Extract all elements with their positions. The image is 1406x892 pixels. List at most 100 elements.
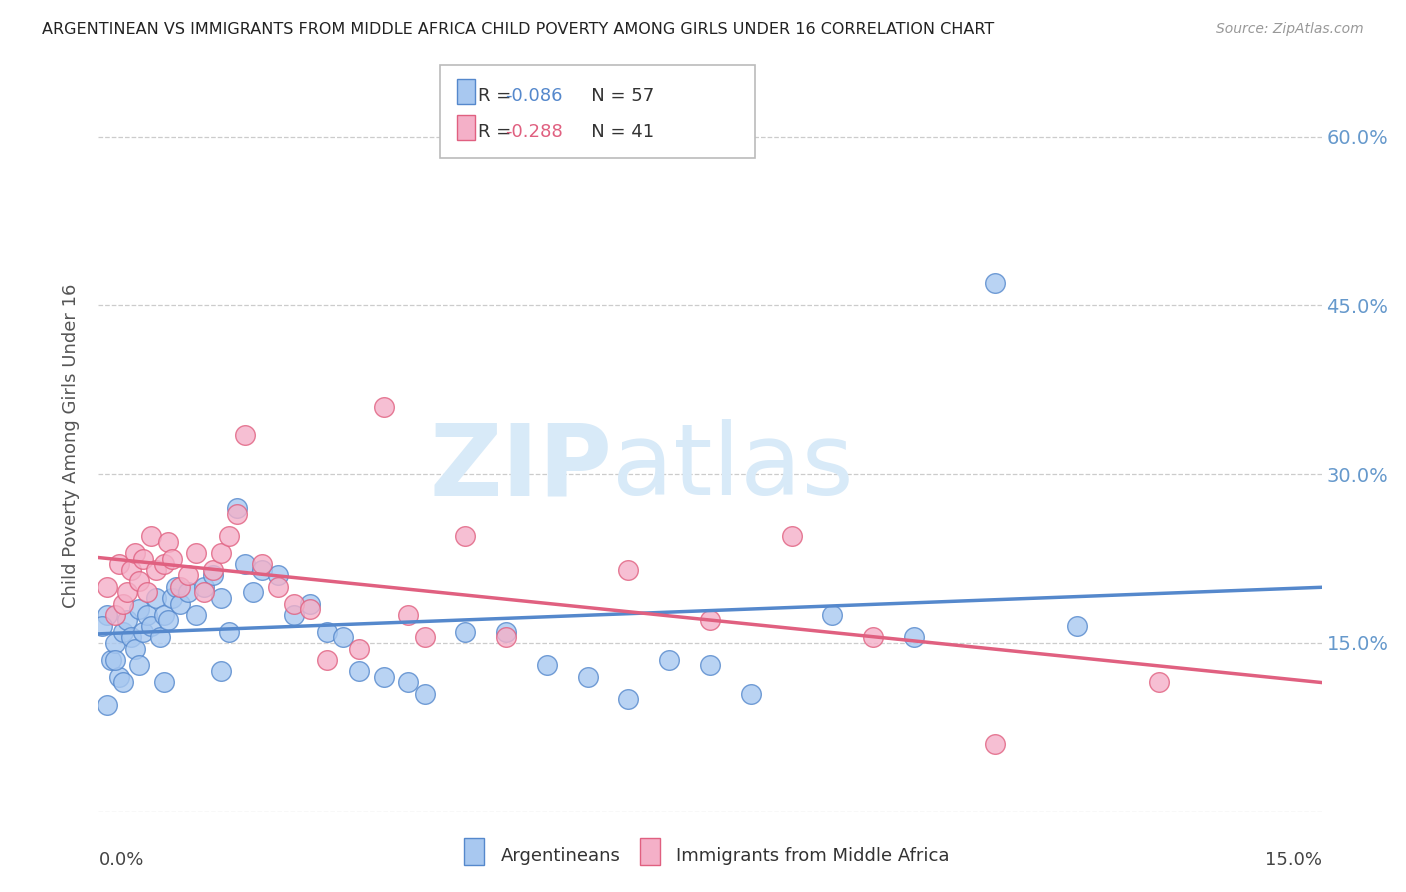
Point xyxy=(128,602,150,616)
Point xyxy=(111,624,134,639)
Point xyxy=(740,687,762,701)
Y-axis label: Child Poverty Among Girls Under 16: Child Poverty Among Girls Under 16 xyxy=(62,284,80,608)
Point xyxy=(152,675,174,690)
Point xyxy=(1147,675,1170,690)
Point xyxy=(169,580,191,594)
Point xyxy=(209,664,232,678)
Point xyxy=(233,557,256,571)
Point xyxy=(617,692,640,706)
Point xyxy=(111,675,134,690)
Point xyxy=(283,607,305,622)
Point xyxy=(91,619,114,633)
Point xyxy=(226,500,249,515)
Point xyxy=(128,574,150,588)
Point xyxy=(495,624,517,639)
Text: 15.0%: 15.0% xyxy=(1264,851,1322,869)
Text: 0.0%: 0.0% xyxy=(98,851,143,869)
Text: R =: R = xyxy=(478,87,517,105)
Point xyxy=(141,529,163,543)
Point xyxy=(124,546,146,560)
Point xyxy=(152,557,174,571)
Point xyxy=(120,563,142,577)
Point xyxy=(299,602,322,616)
Point xyxy=(1066,619,1088,633)
Point xyxy=(349,641,371,656)
Point xyxy=(145,591,167,605)
Point xyxy=(104,653,127,667)
Point xyxy=(115,585,138,599)
Point xyxy=(201,568,224,582)
Point xyxy=(218,624,240,639)
Point xyxy=(283,597,305,611)
Point xyxy=(821,607,844,622)
Point xyxy=(373,670,395,684)
Point xyxy=(186,607,208,622)
Point xyxy=(165,580,187,594)
Point xyxy=(141,619,163,633)
Point xyxy=(699,658,721,673)
Point xyxy=(186,546,208,560)
Point xyxy=(267,568,290,582)
Point xyxy=(111,597,134,611)
Point xyxy=(96,607,118,622)
Point xyxy=(299,597,322,611)
Point xyxy=(250,563,273,577)
Point xyxy=(128,658,150,673)
Point xyxy=(169,597,191,611)
Point xyxy=(136,607,159,622)
Point xyxy=(96,580,118,594)
Point xyxy=(124,641,146,656)
Point xyxy=(160,551,183,566)
Point xyxy=(201,563,224,577)
Point xyxy=(984,276,1007,290)
Point xyxy=(209,546,232,560)
Point xyxy=(396,607,419,622)
Point xyxy=(177,568,200,582)
Point xyxy=(209,591,232,605)
Text: ARGENTINEAN VS IMMIGRANTS FROM MIDDLE AFRICA CHILD POVERTY AMONG GIRLS UNDER 16 : ARGENTINEAN VS IMMIGRANTS FROM MIDDLE AF… xyxy=(42,22,994,37)
Point xyxy=(108,670,131,684)
Point xyxy=(177,585,200,599)
Point xyxy=(658,653,681,667)
Text: -0.086: -0.086 xyxy=(505,87,562,105)
Point xyxy=(495,630,517,644)
Point xyxy=(152,607,174,622)
Point xyxy=(145,563,167,577)
Point xyxy=(413,630,436,644)
Point xyxy=(108,557,131,571)
Point xyxy=(903,630,925,644)
Point xyxy=(332,630,354,644)
Text: -0.288: -0.288 xyxy=(505,123,562,141)
Point xyxy=(699,614,721,628)
Point xyxy=(780,529,803,543)
Point xyxy=(115,614,138,628)
Point xyxy=(349,664,371,678)
Point xyxy=(156,614,179,628)
Point xyxy=(454,529,477,543)
Point xyxy=(267,580,290,594)
Point xyxy=(193,585,215,599)
Point xyxy=(233,427,256,442)
Point xyxy=(156,534,179,549)
Point xyxy=(242,585,264,599)
Text: N = 57: N = 57 xyxy=(574,87,654,105)
Text: N = 41: N = 41 xyxy=(574,123,654,141)
Point xyxy=(104,636,127,650)
Text: Source: ZipAtlas.com: Source: ZipAtlas.com xyxy=(1216,22,1364,37)
Point xyxy=(136,585,159,599)
Point xyxy=(373,400,395,414)
Point xyxy=(226,507,249,521)
Point xyxy=(100,653,122,667)
Point xyxy=(96,698,118,712)
Point xyxy=(315,653,337,667)
Text: ZIP: ZIP xyxy=(429,419,612,516)
Text: atlas: atlas xyxy=(612,419,853,516)
Point xyxy=(218,529,240,543)
Point xyxy=(315,624,337,639)
Point xyxy=(149,630,172,644)
Text: Immigrants from Middle Africa: Immigrants from Middle Africa xyxy=(676,847,950,865)
Point xyxy=(132,624,155,639)
Point xyxy=(617,563,640,577)
Text: Argentineans: Argentineans xyxy=(501,847,620,865)
Text: R =: R = xyxy=(478,123,517,141)
